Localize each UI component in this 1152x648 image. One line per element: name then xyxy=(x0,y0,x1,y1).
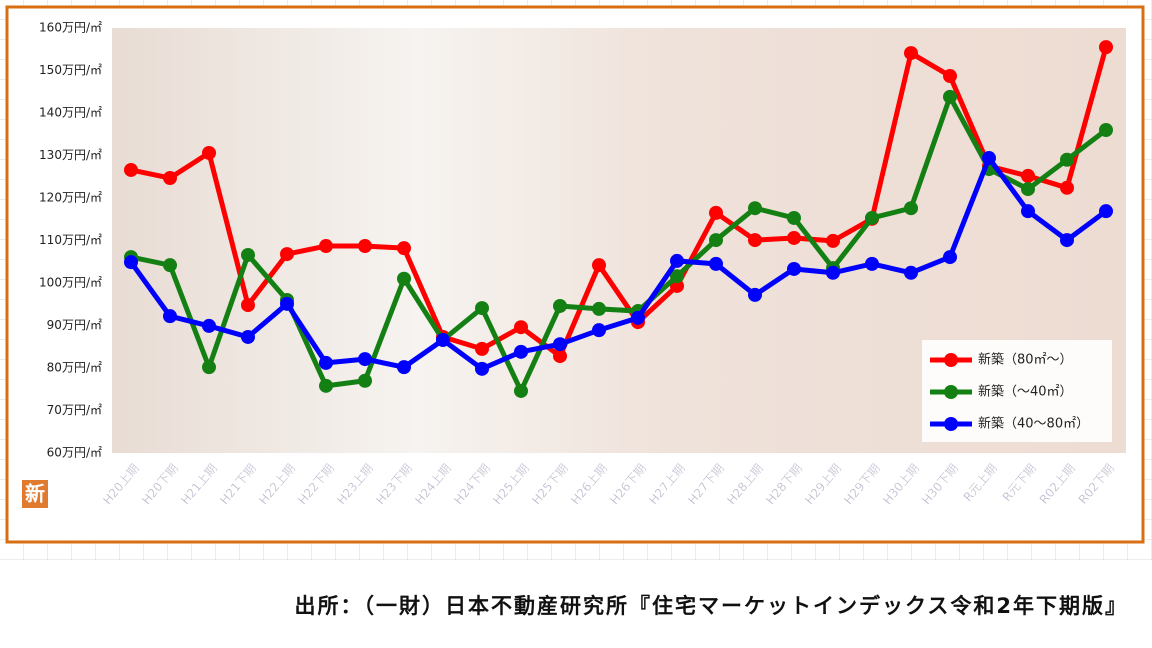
data-point xyxy=(397,360,411,375)
data-point xyxy=(202,318,216,333)
source-area xyxy=(0,560,1152,648)
data-point xyxy=(709,256,723,271)
data-point xyxy=(514,344,528,359)
data-point xyxy=(553,349,567,364)
data-point xyxy=(475,361,489,376)
data-point xyxy=(1021,182,1035,197)
data-point xyxy=(943,89,957,104)
legend-label: 新築（～40㎡） xyxy=(978,384,1073,400)
legend-marker xyxy=(944,417,958,431)
data-point xyxy=(241,247,255,262)
data-point xyxy=(163,258,177,273)
data-point xyxy=(124,162,138,177)
data-point xyxy=(670,269,684,284)
data-point xyxy=(904,46,918,61)
data-point xyxy=(397,241,411,256)
data-point xyxy=(163,309,177,324)
data-point xyxy=(904,201,918,216)
data-point xyxy=(1099,40,1113,55)
data-point xyxy=(241,298,255,313)
data-point xyxy=(241,329,255,344)
data-point xyxy=(982,151,996,166)
data-point xyxy=(592,258,606,273)
data-point xyxy=(670,253,684,268)
data-point xyxy=(748,201,762,216)
data-point xyxy=(943,250,957,265)
data-point xyxy=(748,233,762,248)
data-point xyxy=(1060,180,1074,195)
data-point xyxy=(631,310,645,325)
data-point xyxy=(787,230,801,245)
y-tick-label: 140万円/㎡ xyxy=(39,106,102,120)
data-point xyxy=(280,296,294,311)
data-point xyxy=(475,301,489,316)
data-point xyxy=(1021,204,1035,219)
data-point xyxy=(826,265,840,280)
data-point xyxy=(865,256,879,271)
y-tick-label: 150万円/㎡ xyxy=(39,63,102,77)
data-point xyxy=(280,247,294,262)
y-tick-label: 110万円/㎡ xyxy=(39,233,102,247)
data-point xyxy=(553,337,567,352)
y-tick-label: 80万円/㎡ xyxy=(47,361,102,375)
data-point xyxy=(475,341,489,356)
data-point xyxy=(436,332,450,347)
data-point xyxy=(748,287,762,302)
data-point xyxy=(1060,152,1074,167)
legend-marker xyxy=(944,385,958,399)
y-tick-label: 120万円/㎡ xyxy=(39,191,102,205)
legend-label: 新築（80㎡～） xyxy=(978,352,1073,368)
data-point xyxy=(826,233,840,248)
data-point xyxy=(358,239,372,254)
data-point xyxy=(202,145,216,160)
logo-box xyxy=(22,480,48,508)
y-tick-label: 160万円/㎡ xyxy=(39,21,102,35)
data-point xyxy=(904,265,918,280)
data-point xyxy=(592,301,606,316)
data-point xyxy=(943,69,957,84)
data-point xyxy=(358,352,372,367)
data-point xyxy=(124,255,138,270)
data-point xyxy=(319,355,333,370)
data-point xyxy=(514,320,528,335)
data-point xyxy=(592,323,606,338)
data-point xyxy=(865,210,879,225)
y-tick-label: 70万円/㎡ xyxy=(47,403,102,417)
y-tick-label: 60万円/㎡ xyxy=(47,446,102,460)
data-point xyxy=(787,261,801,276)
series-line xyxy=(128,155,1108,372)
data-point xyxy=(1021,168,1035,183)
data-point xyxy=(319,378,333,393)
data-point xyxy=(358,373,372,388)
legend-marker xyxy=(944,353,958,367)
legend-label: 新築（40～80㎡） xyxy=(978,416,1089,432)
data-point xyxy=(709,205,723,220)
y-tick-label: 90万円/㎡ xyxy=(47,318,102,332)
y-tick-label: 130万円/㎡ xyxy=(39,148,102,162)
data-point xyxy=(319,239,333,254)
data-point xyxy=(787,210,801,225)
data-point xyxy=(397,271,411,286)
data-point xyxy=(163,171,177,186)
data-point xyxy=(1060,233,1074,248)
data-point xyxy=(514,383,528,398)
data-point xyxy=(553,298,567,313)
data-point xyxy=(1099,123,1113,137)
source: 出所：（一財）日本不動産研究所『住宅マーケットインデックス令和2年下期版』 xyxy=(295,594,1128,618)
data-point xyxy=(202,360,216,375)
data-point xyxy=(709,233,723,248)
data-point xyxy=(1099,204,1113,219)
logo: 新 xyxy=(25,482,45,506)
y-tick-label: 100万円/㎡ xyxy=(39,276,102,290)
